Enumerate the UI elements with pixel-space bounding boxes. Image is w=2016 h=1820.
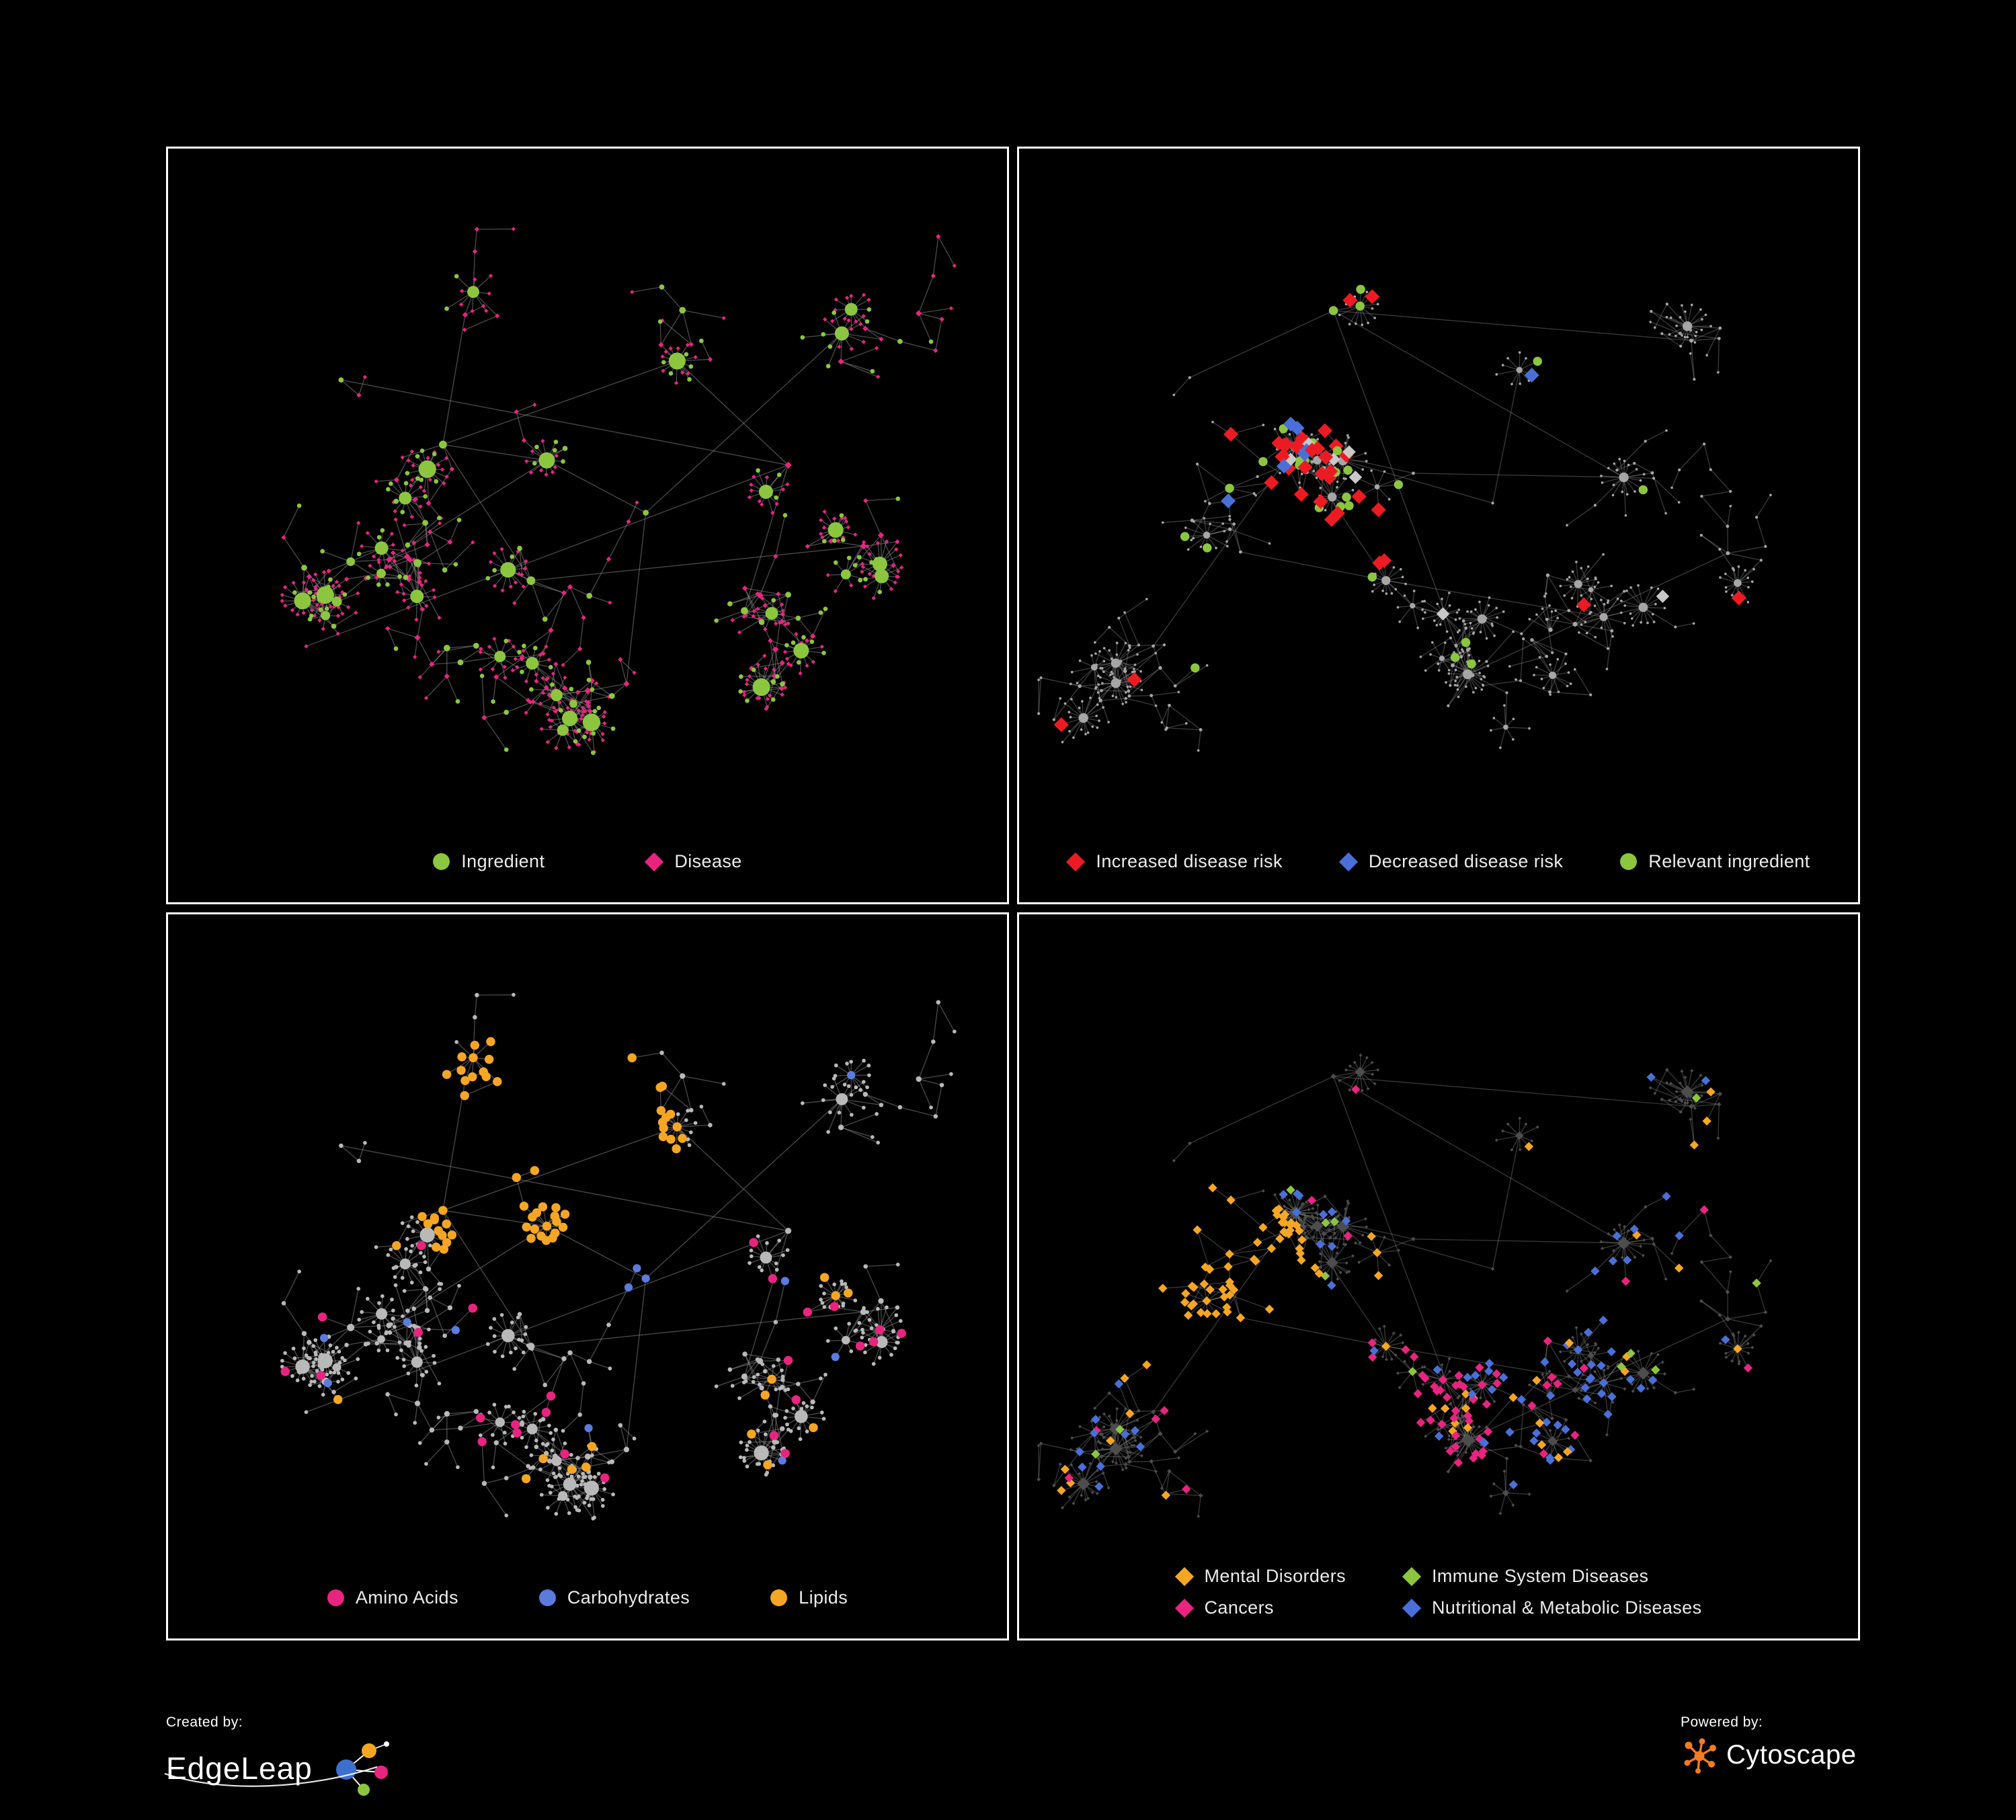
legend-label-decreased-risk: Decreased disease risk — [1368, 851, 1564, 871]
legend-item-relevant-ingredient: Relevant ingredient — [1620, 851, 1810, 872]
panel-ingredient-disease: Ingredient Disease — [166, 147, 1009, 904]
legend-label-ingredient: Ingredient — [461, 851, 545, 871]
legend-item-immune-diseases: Immune System Diseases — [1402, 1566, 1649, 1587]
disease-swatch-icon — [645, 852, 664, 871]
panel-disease-categories: Mental Disorders Immune System Diseases … — [1017, 912, 1860, 1640]
immune-diseases-swatch-icon — [1402, 1567, 1422, 1586]
carbohydrates-swatch-icon — [538, 1589, 556, 1606]
network-graph-disease-categories — [1037, 1053, 1773, 1518]
legend-item-nutritional-metabolic: Nutritional & Metabolic Diseases — [1402, 1597, 1702, 1618]
cytoscape-logo-icon — [1684, 1738, 1716, 1774]
network-graph-disease-risk — [1037, 284, 1772, 752]
legend-item-increased-risk: Increased disease risk — [1066, 851, 1283, 872]
increased-risk-swatch-icon — [1066, 852, 1086, 871]
edgeleap-logo-icon — [335, 1741, 389, 1796]
legend-ingredient-classes: Amino Acids Carbohydrates Lipids — [168, 1587, 1007, 1608]
network-graph-ingredient-classes — [280, 992, 957, 1521]
decreased-risk-swatch-icon — [1338, 852, 1359, 871]
cancers-swatch-icon — [1174, 1598, 1194, 1618]
amino-acids-swatch-icon — [327, 1589, 344, 1606]
figure-grid: Ingredient Disease Increased disease ris… — [166, 147, 1860, 1640]
legend-disease-categories: Mental Disorders Immune System Diseases … — [1174, 1566, 1702, 1618]
legend-label-increased-risk: Increased disease risk — [1096, 851, 1283, 871]
legend-ingredient-disease: Ingredient Disease — [168, 851, 1007, 872]
legend-label-lipids: Lipids — [799, 1587, 848, 1608]
legend-label-nutritional-metabolic: Nutritional & Metabolic Diseases — [1432, 1597, 1702, 1618]
legend-item-carbohydrates: Carbohydrates — [538, 1587, 690, 1608]
legend-item-disease: Disease — [645, 851, 741, 872]
legend-label-immune-diseases: Immune System Diseases — [1432, 1566, 1649, 1586]
legend-disease-risk: Increased disease risk Decreased disease… — [1019, 851, 1858, 872]
legend-label-relevant-ingredient: Relevant ingredient — [1648, 851, 1810, 871]
panel-disease-risk: Increased disease risk Decreased disease… — [1017, 147, 1860, 904]
legend-item-ingredient: Ingredient — [433, 851, 545, 872]
cytoscape-wordmark: Cytoscape — [1726, 1740, 1857, 1770]
legend-label-cancers: Cancers — [1204, 1597, 1274, 1618]
cytoscape-brand: Cytoscape — [1681, 1736, 1856, 1774]
legend-label-carbohydrates: Carbohydrates — [567, 1587, 690, 1608]
ingredient-swatch-icon — [433, 853, 450, 870]
created-by-block: Created by: EdgeLeap — [164, 1714, 396, 1801]
powered-by-label: Powered by: — [1681, 1714, 1763, 1730]
edgeleap-brand: EdgeLeap — [164, 1736, 396, 1801]
legend-label-amino-acids: Amino Acids — [355, 1587, 458, 1608]
edgeleap-wordmark: EdgeLeap — [166, 1751, 313, 1786]
created-by-label: Created by: — [166, 1714, 243, 1730]
legend-item-lipids: Lipids — [770, 1587, 848, 1608]
legend-label-disease: Disease — [674, 851, 742, 871]
legend-item-decreased-risk: Decreased disease risk — [1338, 851, 1564, 872]
legend-item-mental-disorders: Mental Disorders — [1174, 1566, 1346, 1587]
legend-item-cancers: Cancers — [1174, 1597, 1274, 1618]
network-graph-ingredient-disease — [280, 227, 957, 755]
legend-item-amino-acids: Amino Acids — [327, 1587, 458, 1608]
nutritional-metabolic-swatch-icon — [1402, 1598, 1422, 1618]
powered-by-block: Powered by: Cytoscape — [1681, 1714, 1856, 1774]
lipids-swatch-icon — [770, 1589, 788, 1606]
legend-label-mental-disorders: Mental Disorders — [1204, 1566, 1346, 1586]
relevant-ingredient-swatch-icon — [1620, 853, 1638, 870]
panel-ingredient-classes: Amino Acids Carbohydrates Lipids — [166, 912, 1009, 1640]
mental-disorders-swatch-icon — [1174, 1567, 1194, 1586]
